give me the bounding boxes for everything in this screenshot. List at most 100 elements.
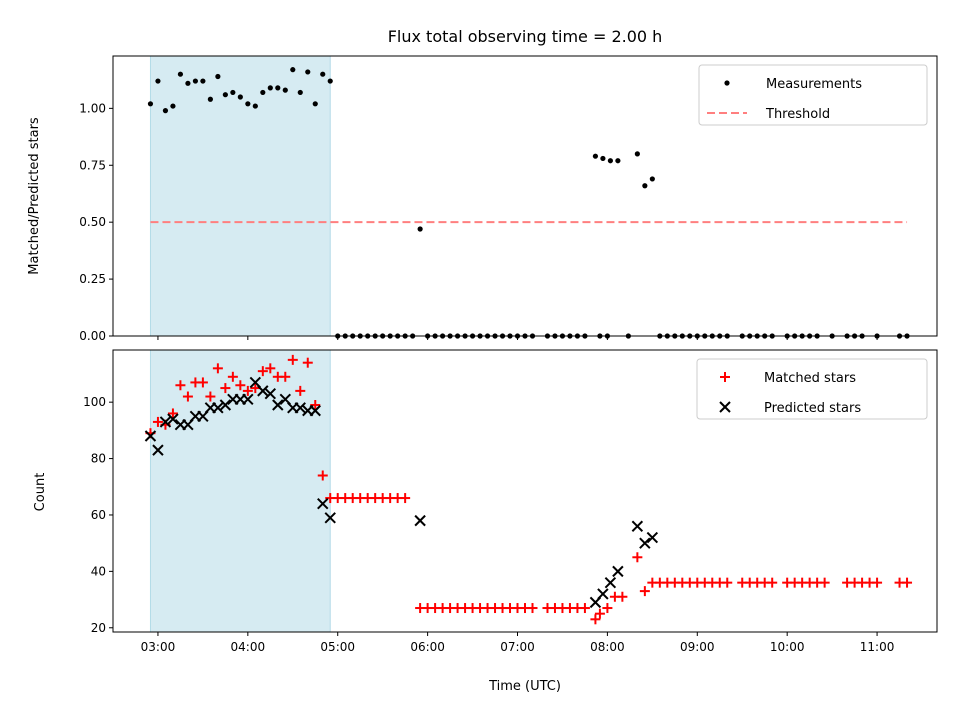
x-axis-label: Time (UTC) <box>488 679 561 694</box>
matched-stars-point <box>205 391 216 402</box>
measurements-point <box>230 89 236 96</box>
predicted-stars-point <box>219 399 232 411</box>
series-matched-stars <box>145 354 913 625</box>
matched-stars-point <box>527 603 538 614</box>
measurements-point <box>237 94 243 100</box>
matched-stars-point <box>235 380 246 391</box>
matched-stars-point <box>167 408 178 419</box>
measurements-point <box>417 226 423 232</box>
top-plot-frame <box>112 55 938 337</box>
y-tick-label: 100 <box>83 395 106 409</box>
matched-stars-point <box>280 371 291 382</box>
predicted-stars-point <box>612 565 624 578</box>
legend-marker-matched-stars <box>720 372 730 382</box>
shaded-region-bottom <box>149 349 331 633</box>
predicted-stars-point <box>159 416 172 428</box>
legend-label-matched-stars: Matched stars <box>764 371 856 386</box>
predicted-stars-point <box>631 520 644 532</box>
top-panel: Flux total observing time = 2.00 h Match… <box>27 27 938 343</box>
measurements-point <box>222 92 228 98</box>
measurements-point <box>252 103 258 109</box>
matched-stars-point <box>617 591 628 602</box>
measurements-point <box>305 69 311 75</box>
predicted-stars-point <box>324 512 336 524</box>
x-tick-label: 05:00 <box>320 640 355 654</box>
measurements-point <box>215 73 221 80</box>
measurements-point <box>297 89 303 96</box>
y-tick-label: 20 <box>91 621 106 635</box>
predicted-stars-point <box>242 393 254 406</box>
legend-label-measurements: Measurements <box>766 77 862 92</box>
measurements-point <box>600 155 606 162</box>
measurements-point <box>147 101 154 107</box>
measurements-point <box>267 85 273 91</box>
matched-stars-point <box>310 399 321 410</box>
x-tick-label: 03:00 <box>141 640 176 654</box>
matched-stars-point <box>220 383 231 394</box>
predicted-stars-point <box>144 430 157 442</box>
y-tick-label: 0.75 <box>79 158 106 172</box>
bottom-panel: Count Time (UTC) 20 40 60 80 100 03:00 04:00 05… <box>33 349 938 694</box>
measurements-point <box>634 151 640 157</box>
predicted-stars-point <box>639 537 651 549</box>
predicted-stars-point <box>309 404 321 417</box>
x-tick-label: 08:00 <box>590 640 625 654</box>
matched-stars-point <box>152 416 163 427</box>
matched-stars-point <box>590 614 601 625</box>
legend-label-threshold: Threshold <box>765 107 830 122</box>
measurements-point <box>245 101 251 107</box>
predicted-stars-point <box>152 444 164 456</box>
predicted-stars-point <box>604 576 617 589</box>
measurements-point <box>162 108 169 114</box>
legend-label-predicted-stars: Predicted stars <box>764 401 861 416</box>
series-predicted-stars <box>144 376 659 609</box>
measurements-point <box>282 87 288 93</box>
y-tick-label: 0.25 <box>79 272 106 286</box>
measurements-point <box>192 78 198 84</box>
chart-title: Flux total observing time = 2.00 h <box>388 27 663 46</box>
x-tick-label: 09:00 <box>680 640 715 654</box>
predicted-stars-point <box>272 399 284 411</box>
measurements-point <box>170 103 176 109</box>
predicted-stars-point <box>264 388 277 400</box>
series-layer-bottom <box>144 354 913 625</box>
matched-stars-point <box>639 586 650 597</box>
measurements-point <box>649 176 655 182</box>
y-axis-label-top: Matched/Predicted stars <box>27 117 42 275</box>
matched-stars-point <box>265 363 276 374</box>
matched-stars-point <box>295 385 306 396</box>
ticks-top: 0.00 0.25 0.50 0.75 1.00 <box>79 101 878 343</box>
predicted-stars-point <box>257 385 269 397</box>
matched-stars-point <box>872 577 883 588</box>
measurements-point <box>327 78 333 84</box>
measurements-point <box>312 101 318 107</box>
measurements-point <box>290 67 296 73</box>
x-tick-label: 04:00 <box>231 640 266 654</box>
measurements-point <box>155 78 161 84</box>
measurements-point <box>177 71 184 77</box>
matched-stars-point <box>175 380 186 391</box>
legend-marker-measurements <box>724 80 730 86</box>
ticks-bottom: 20 40 60 80 100 03:00 04:00 05:00 06:00 07:00 08:0… <box>83 395 894 654</box>
measurements-point <box>615 158 621 164</box>
matched-stars-point <box>212 363 223 374</box>
x-tick-label: 07:00 <box>500 640 535 654</box>
matched-stars-point <box>302 357 313 368</box>
matched-stars-point <box>287 354 298 365</box>
legend-marker-predicted-stars <box>719 401 731 413</box>
measurements-point <box>642 183 648 189</box>
predicted-stars-point <box>597 588 609 600</box>
matched-stars-point <box>767 577 778 588</box>
measurements-point <box>207 96 213 102</box>
matched-stars-point <box>902 577 913 588</box>
shaded-observing-window <box>149 55 331 337</box>
bottom-plot-frame <box>112 349 938 633</box>
y-tick-label: 0.50 <box>79 215 106 229</box>
matched-stars-point <box>400 493 411 504</box>
measurements-point <box>320 71 326 77</box>
matched-stars-point <box>594 608 605 619</box>
matched-stars-point <box>182 391 193 402</box>
matched-stars-point <box>579 603 590 614</box>
legend-top: Measurements Threshold <box>698 64 928 126</box>
